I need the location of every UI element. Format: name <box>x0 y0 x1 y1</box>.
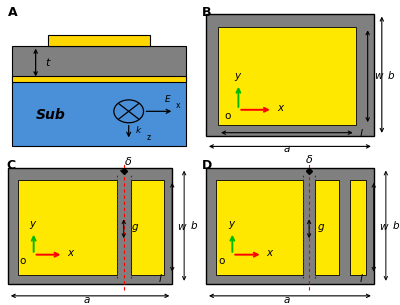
Text: w: w <box>379 222 387 232</box>
Bar <box>48 35 150 46</box>
Bar <box>12 79 186 146</box>
Text: o: o <box>218 256 224 266</box>
Text: b: b <box>191 221 197 231</box>
Text: x: x <box>277 103 283 113</box>
Text: B: B <box>202 6 212 19</box>
Bar <box>206 14 374 136</box>
Text: t: t <box>46 58 50 67</box>
Bar <box>12 76 186 82</box>
Bar <box>218 27 356 125</box>
Text: b: b <box>392 221 399 231</box>
Bar <box>8 168 172 284</box>
Bar <box>18 180 117 274</box>
Bar <box>206 168 374 284</box>
Text: l: l <box>360 274 362 284</box>
Bar <box>12 46 186 79</box>
Text: l: l <box>360 129 362 139</box>
Text: b: b <box>388 71 394 81</box>
Text: a: a <box>284 145 290 155</box>
Bar <box>350 180 366 274</box>
Text: w: w <box>177 222 186 232</box>
Text: $\delta$: $\delta$ <box>305 153 313 165</box>
Text: w: w <box>374 71 382 81</box>
Text: y: y <box>234 71 240 81</box>
Text: A: A <box>8 6 18 19</box>
Text: x: x <box>67 248 74 258</box>
Text: o: o <box>20 256 26 266</box>
Text: D: D <box>202 159 212 172</box>
Text: x: x <box>267 248 273 258</box>
Text: y: y <box>30 219 36 229</box>
Text: C: C <box>6 159 15 172</box>
Text: $E$: $E$ <box>164 93 172 104</box>
Bar <box>131 180 164 274</box>
Text: x: x <box>176 101 181 110</box>
Text: o: o <box>224 111 231 121</box>
Text: a: a <box>84 296 90 305</box>
Text: a: a <box>284 296 290 305</box>
Text: Sub: Sub <box>36 108 65 122</box>
Text: $k$: $k$ <box>135 124 142 135</box>
Text: z: z <box>146 133 151 142</box>
Text: g: g <box>132 222 138 232</box>
Text: $\delta$: $\delta$ <box>124 155 132 167</box>
Text: y: y <box>228 219 234 229</box>
Text: l: l <box>158 274 161 284</box>
Bar <box>315 180 339 274</box>
Bar <box>216 180 303 274</box>
Text: g: g <box>317 222 324 232</box>
